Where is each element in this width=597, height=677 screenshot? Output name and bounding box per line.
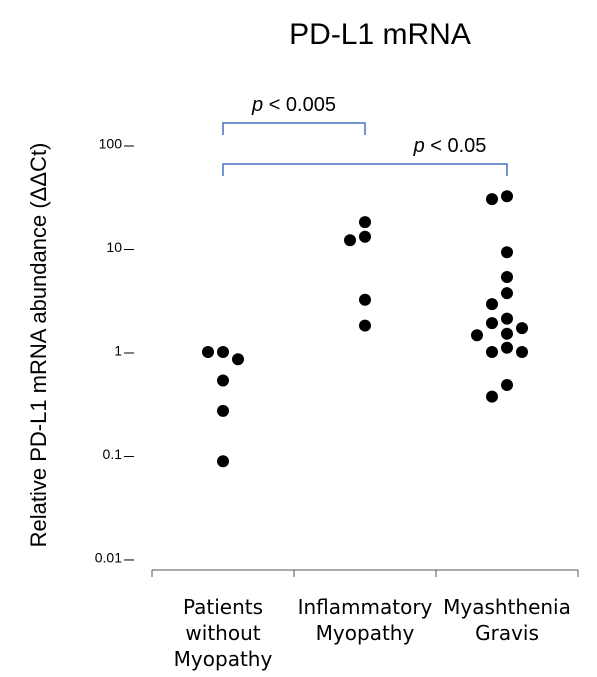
data-point [217,374,229,387]
data-point [359,216,371,229]
significance-label: p < 0.005 [251,94,336,116]
y-tick-label: 0.1 [103,446,123,462]
data-point [486,193,498,206]
data-point [501,246,513,259]
data-point [486,317,498,330]
data-point [359,293,371,306]
data-point [486,390,498,403]
x-tick-label: Inflammatory Myopathy [297,595,433,645]
x-tick-label: Patients without Myopathy [173,595,273,671]
data-point [516,322,528,335]
significance-label: p < 0.05 [413,135,487,157]
data-point [217,455,229,468]
x-tick-label: Myashthenia Gravis [443,595,571,645]
data-point [359,319,371,332]
data-point [486,298,498,311]
y-axis-label: Relative PD-L1 mRNA abundance (ΔΔCt) [26,143,51,548]
data-point [516,345,528,358]
significance-bracket [222,122,366,135]
data-point [471,329,483,342]
data-point [232,353,244,366]
y-tick-label: 1 [114,343,122,359]
data-point [501,312,513,325]
data-point [359,230,371,243]
data-point [501,341,513,354]
y-tick-label: 0.01 [95,550,122,566]
data-point [217,404,229,417]
data-point [501,287,513,300]
data-point [217,345,229,358]
data-point [202,345,214,358]
y-tick-label: 100 [99,136,123,152]
significance-bracket [222,163,508,176]
data-point [344,234,356,247]
data-point [501,378,513,391]
data-point [501,190,513,203]
data-point [501,327,513,340]
y-tick-label: 10 [106,239,122,255]
data-point [486,345,498,358]
chart-title: PD-L1 mRNA [289,18,471,51]
data-point [501,271,513,284]
